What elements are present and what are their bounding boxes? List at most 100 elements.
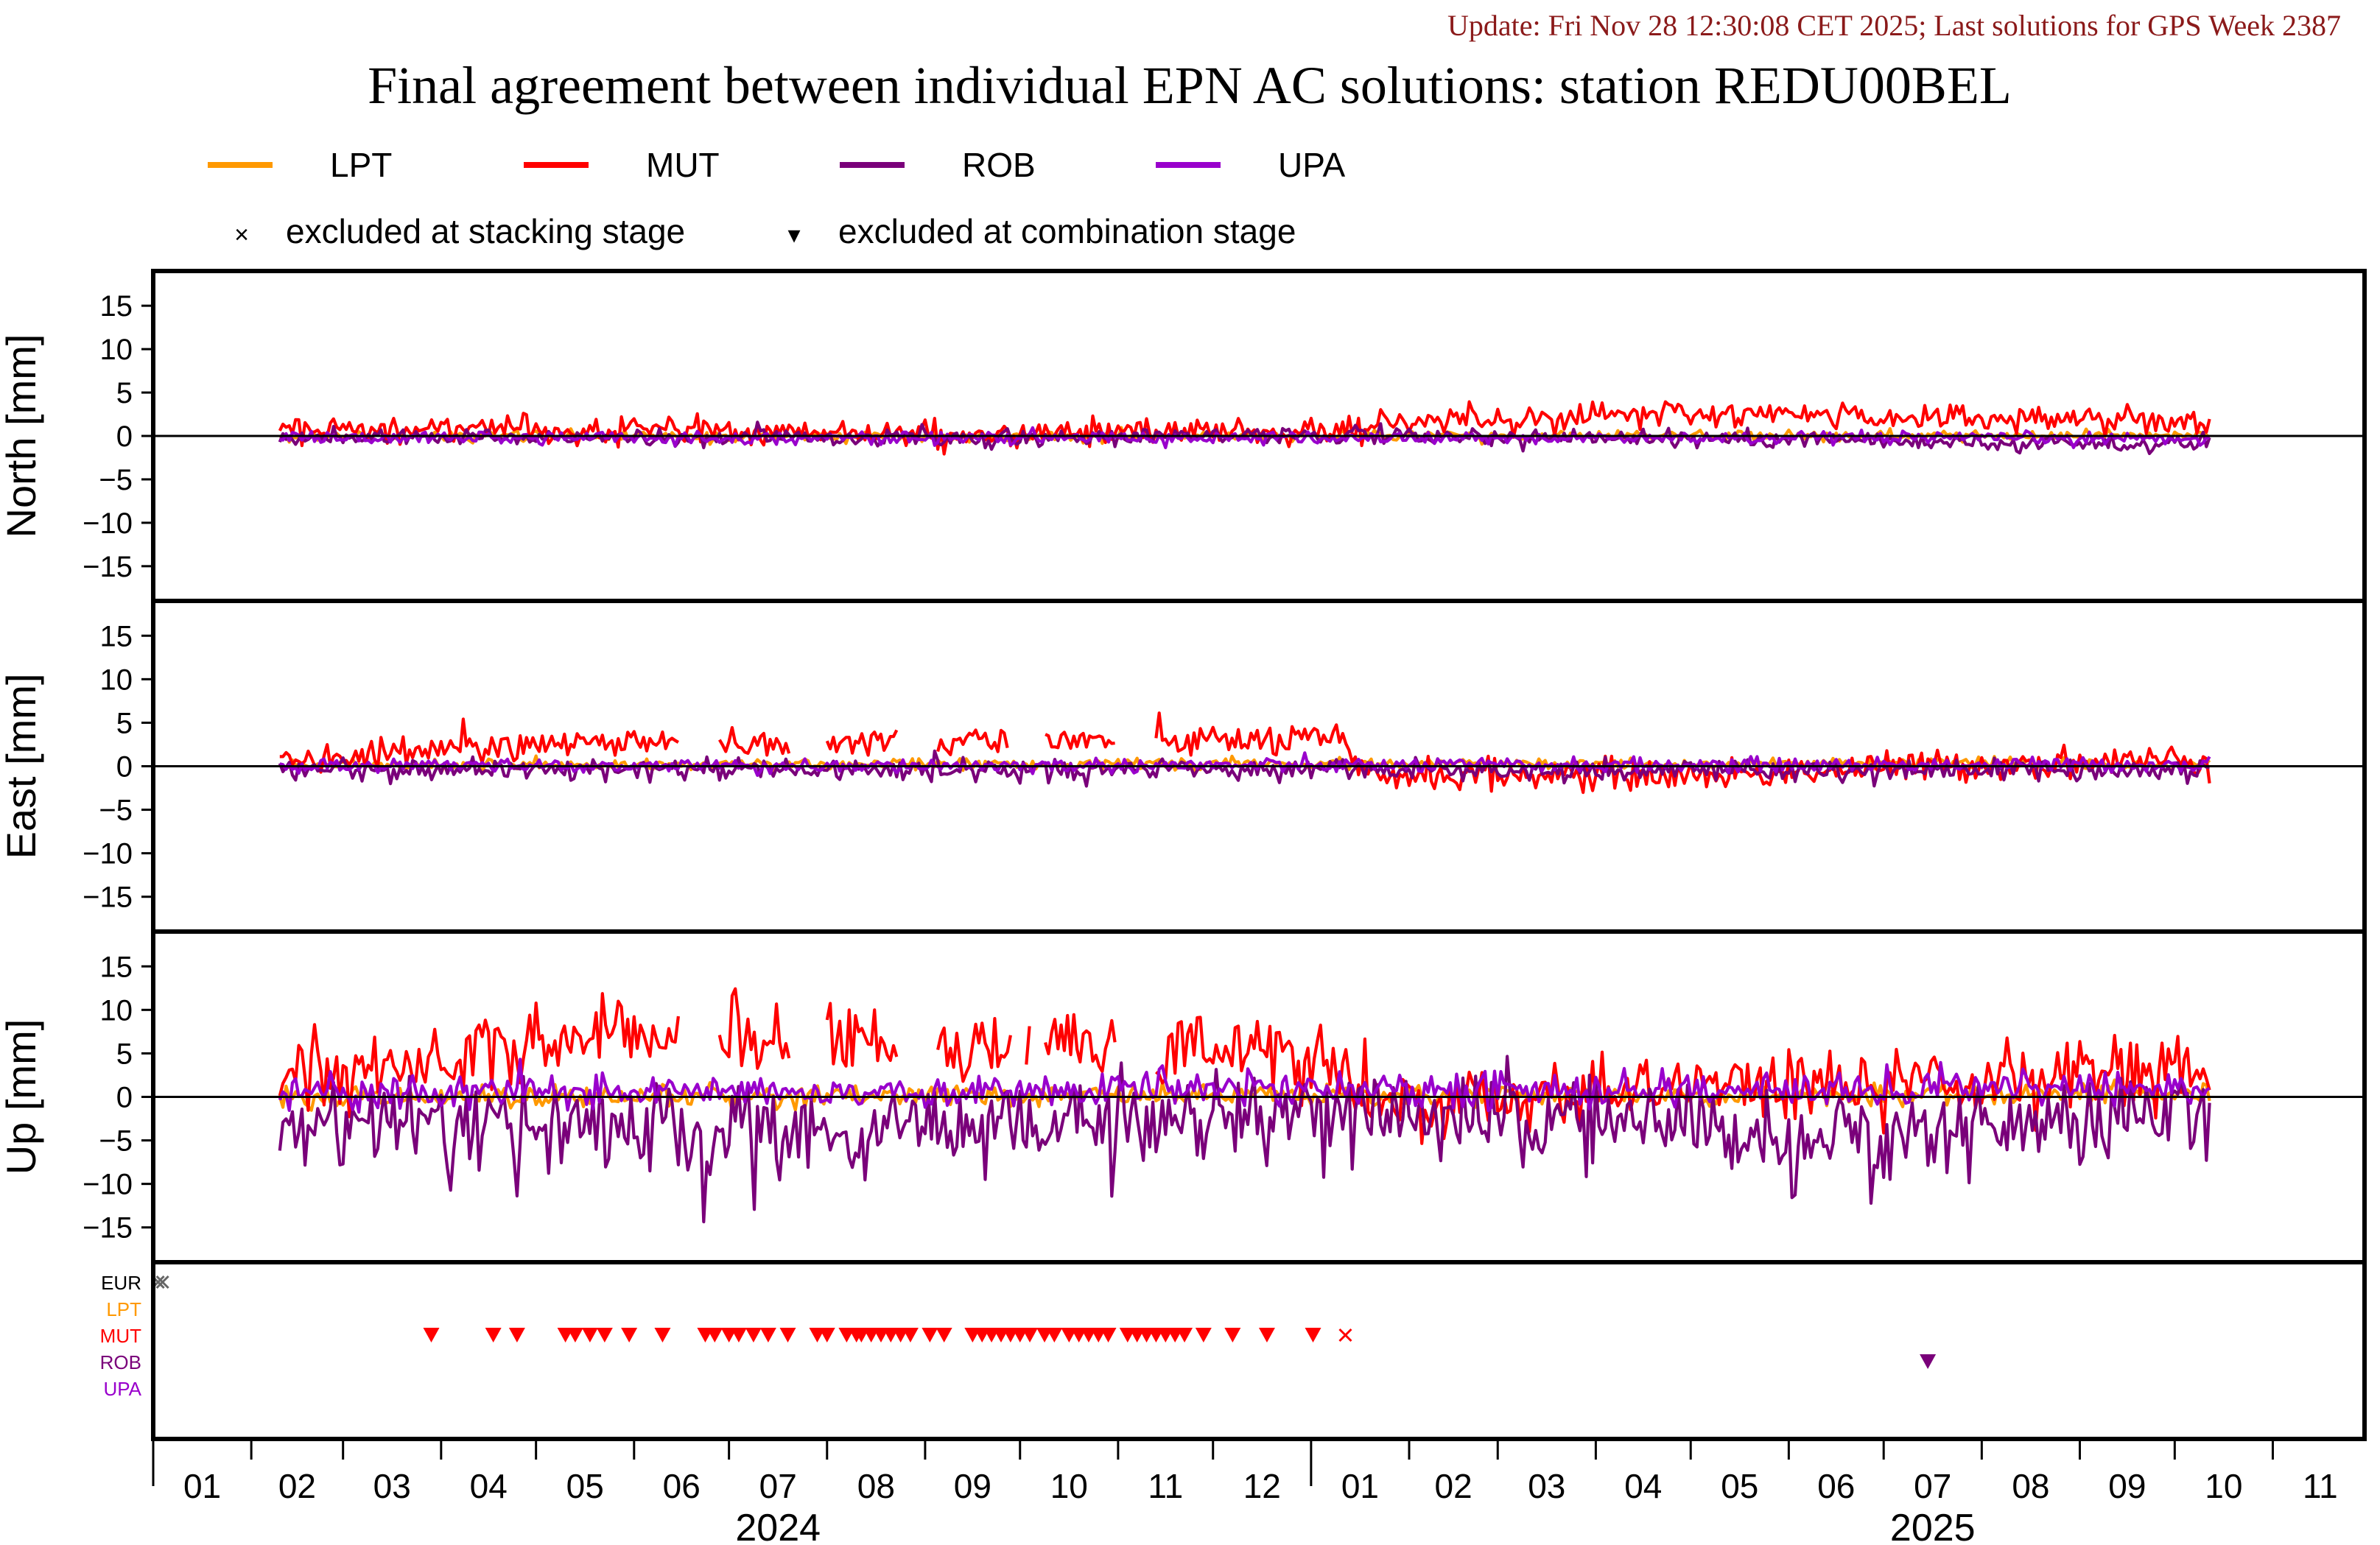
y-tick-label: 5 <box>116 707 133 739</box>
combination-excluded-mark <box>935 1328 952 1342</box>
legend-label-lpt: LPT <box>330 146 392 184</box>
combination-excluded-mark <box>581 1328 598 1342</box>
combination-excluded-mark <box>818 1328 835 1342</box>
month-label: 02 <box>1435 1467 1472 1505</box>
y-tick-label: 15 <box>100 951 133 983</box>
exclusion-row-label-mut: MUT <box>100 1325 141 1347</box>
month-label: 05 <box>566 1467 604 1505</box>
y-tick-label: 10 <box>100 334 133 366</box>
combination-excluded-mark <box>745 1328 762 1342</box>
combination-excluded-mark <box>922 1328 938 1342</box>
combination-excluded-mark <box>730 1328 747 1342</box>
y-tick-label: 0 <box>116 420 133 453</box>
combination-excluded-mark <box>485 1328 502 1342</box>
combination-excluded-mark <box>566 1328 583 1342</box>
combination-excluded-mark <box>508 1328 525 1342</box>
y-tick-label: 10 <box>100 664 133 696</box>
combination-excluded-mark <box>423 1328 440 1342</box>
series-upa-east <box>279 751 2211 777</box>
panel-east: 15 10 5 0 −5 −10 −15 East [mm] <box>0 599 2367 934</box>
y-axis-label: East [mm] <box>0 673 44 859</box>
series-upa-up <box>278 1057 2211 1114</box>
y-tick-label: −5 <box>99 1125 133 1158</box>
stacking-excluded-mark <box>1338 1328 1352 1342</box>
month-label: 07 <box>1914 1467 1951 1505</box>
month-label: 06 <box>1817 1467 1855 1505</box>
combination-excluded-mark <box>1046 1328 1063 1342</box>
y-tick-label: 15 <box>100 290 133 323</box>
month-label: 01 <box>1341 1467 1379 1505</box>
month-label: 04 <box>470 1467 508 1505</box>
panel-north: 15 10 5 0 −5 −10 −15 North [mm] <box>0 269 2367 603</box>
series-mut-east <box>279 711 2211 795</box>
month-label: 03 <box>1528 1467 1565 1505</box>
stacking-excluded-marker: × <box>234 221 249 249</box>
month-label: 08 <box>2012 1467 2049 1505</box>
exclusion-row-label-upa: UPA <box>103 1378 141 1400</box>
year-label: 2024 <box>735 1507 821 1545</box>
month-label: 10 <box>1050 1467 1088 1505</box>
series-upa-north <box>279 426 2211 449</box>
legend-label-upa: UPA <box>1278 146 1345 184</box>
y-tick-label: −10 <box>83 838 133 870</box>
exclusion-row-label-rob: ROB <box>100 1351 141 1373</box>
update-timestamp: Update: Fri Nov 28 12:30:08 CET 2025; La… <box>1447 9 2341 42</box>
combination-excluded-mark <box>1022 1328 1039 1342</box>
time-axis: 01 02 03 04 05 06 07 08 09 10 11 12 01 02 03 04 05 06 07 08… <box>152 1439 2338 1545</box>
month-label: 10 <box>2205 1467 2242 1505</box>
exclusion-row-label-eur: EUR <box>101 1272 141 1294</box>
combination-excluded-label: excluded at combination stage <box>838 212 1296 250</box>
exclusion-row-label-lpt: LPT <box>106 1298 141 1320</box>
month-label: 04 <box>1624 1467 1662 1505</box>
combination-excluded-mark <box>759 1328 776 1342</box>
month-label: 08 <box>857 1467 895 1505</box>
combination-excluded-mark <box>706 1328 723 1342</box>
month-label: 01 <box>183 1467 221 1505</box>
combination-excluded-mark <box>596 1328 613 1342</box>
month-label: 12 <box>1243 1467 1281 1505</box>
combination-excluded-mark <box>1258 1328 1275 1342</box>
month-label: 09 <box>954 1467 991 1505</box>
y-axis-label: Up [mm] <box>0 1019 44 1175</box>
panel-up: 15 10 5 0 −5 −10 −15 Up [mm] <box>0 929 2367 1264</box>
y-tick-label: −15 <box>83 1212 133 1245</box>
combination-excluded-mark <box>1920 1354 1937 1369</box>
month-label: 07 <box>759 1467 797 1505</box>
y-tick-label: 0 <box>116 751 133 784</box>
combination-excluded-mark <box>1176 1328 1193 1342</box>
series-rob-up <box>278 1055 2211 1224</box>
combination-excluded-mark <box>654 1328 671 1342</box>
combination-excluded-mark <box>621 1328 638 1342</box>
month-label: 06 <box>663 1467 701 1505</box>
month-label: 03 <box>373 1467 411 1505</box>
combination-excluded-mark <box>1305 1328 1321 1342</box>
y-tick-label: 0 <box>116 1082 133 1114</box>
y-tick-label: 5 <box>116 377 133 409</box>
y-tick-label: −10 <box>83 1169 133 1201</box>
y-tick-label: 5 <box>116 1038 133 1070</box>
y-tick-label: 10 <box>100 994 133 1027</box>
combination-excluded-mark <box>779 1328 796 1342</box>
combination-excluded-marker: ▾ <box>787 221 800 249</box>
month-label: 11 <box>1148 1467 1183 1505</box>
y-tick-label: −15 <box>83 881 133 914</box>
month-label: 09 <box>2108 1467 2146 1505</box>
exclusion-panel: EUR LPT MUT ROB UPA <box>100 1260 2367 1441</box>
exclusion-panel-frame <box>151 1260 2367 1441</box>
legend-label-rob: ROB <box>962 146 1036 184</box>
y-tick-label: −5 <box>99 464 133 496</box>
y-axis-label: North [mm] <box>0 334 44 538</box>
y-tick-label: −5 <box>99 795 133 827</box>
month-label: 11 <box>2303 1467 2338 1505</box>
month-label: 02 <box>278 1467 316 1505</box>
y-tick-label: 15 <box>100 620 133 652</box>
month-label: 05 <box>1721 1467 1758 1505</box>
combination-excluded-mark <box>1224 1328 1241 1342</box>
plot-panels: 15 10 5 0 −5 −10 −15 North [mm] 15 10 5 0 −5 −10 −15 Ea… <box>0 269 2367 1264</box>
combination-excluded-mark <box>902 1328 919 1342</box>
legend-label-mut: MUT <box>646 146 720 184</box>
series-rob-east <box>278 749 2210 788</box>
chart-title: Final agreement between individual EPN A… <box>368 56 2012 115</box>
stacking-excluded-label: excluded at stacking stage <box>286 212 685 250</box>
